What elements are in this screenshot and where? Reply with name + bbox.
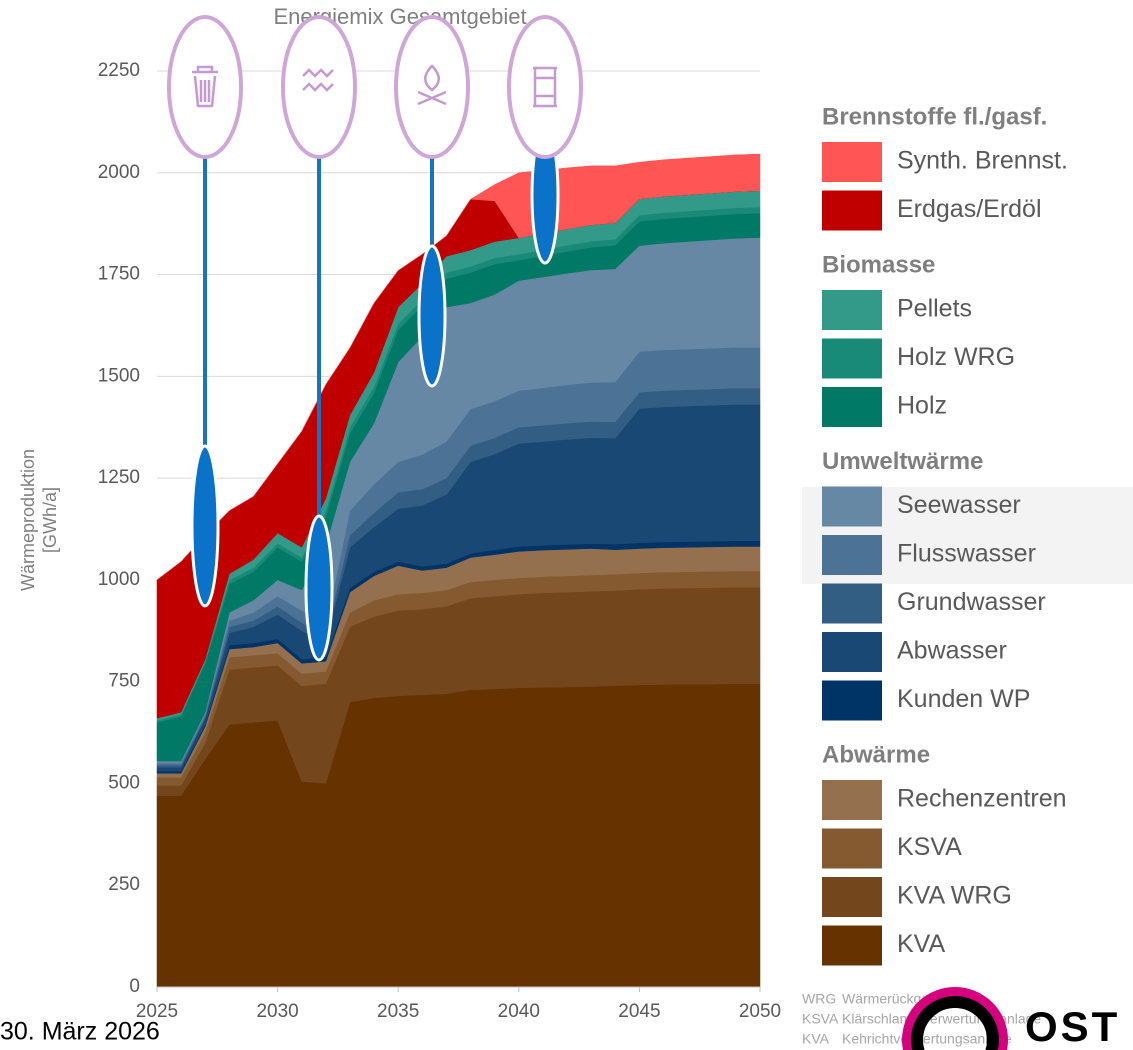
footnote-abbr: KSVA (802, 1011, 839, 1027)
plot (156, 70, 761, 992)
y-tick-label: 2000 (98, 162, 140, 183)
legend-label: KSVA (897, 833, 962, 861)
y-axis-label-line: Wärmeproduktion (18, 449, 38, 591)
y-axis-label-line: [GWh/a] (40, 487, 60, 553)
y-tick-label: 1000 (98, 569, 140, 590)
y-tick-label: 2250 (98, 60, 140, 81)
legend-label: Seewasser (897, 491, 1021, 519)
legend-group-title: Brennstoffe fl./gasf. (822, 103, 1047, 130)
legend-swatch (822, 877, 882, 917)
legend-swatch (822, 632, 882, 672)
y-tick-label: 0 (129, 976, 140, 997)
x-tick-label: 2050 (739, 1001, 781, 1022)
y-tick-label: 1250 (98, 467, 140, 488)
legend-swatch (822, 190, 882, 231)
pin-marker (190, 444, 220, 608)
legend-label: Erdgas/Erdöl (897, 195, 1042, 223)
legend-label: KVA (897, 930, 945, 958)
pin-heads (167, 15, 583, 159)
y-tick-label: 1750 (98, 264, 140, 285)
y-tick-label: 750 (108, 671, 140, 692)
icon-water (302, 68, 334, 92)
x-tick-label: 2025 (136, 1001, 178, 1022)
legend-swatch (822, 925, 882, 966)
legend-label: Kunden WP (897, 685, 1030, 713)
legend-swatch (822, 142, 882, 182)
pin-marker (304, 514, 334, 662)
legend-swatch (822, 387, 882, 427)
footnote-text: Kehrichtverwertungsanlage (842, 1031, 1012, 1047)
logo-ring-outer (902, 987, 1008, 1050)
legend-swatch (822, 583, 882, 624)
legend-swatch (822, 780, 882, 820)
x-tick-label: 2035 (377, 1001, 419, 1022)
legend-label: Synth. Brennst. (897, 147, 1068, 175)
logo: OST (902, 987, 1120, 1050)
legend-label: Abwasser (897, 637, 1007, 665)
pin-head (507, 15, 583, 159)
icon-barrel (533, 66, 557, 108)
annotation-pins (167, 15, 583, 662)
y-tick-label: 1500 (98, 365, 140, 386)
x-tick-label: 2045 (618, 1001, 660, 1022)
pin-head (394, 15, 470, 159)
area (156, 153, 761, 581)
pin-marker (417, 244, 447, 388)
legend-swatch (822, 486, 882, 527)
legend-label: Flusswasser (897, 540, 1036, 568)
legend-swatch (822, 535, 882, 575)
logo-text: OST (1025, 1003, 1120, 1050)
date: 30. März 2026 (0, 1018, 160, 1046)
pin-icons (192, 64, 557, 108)
x-tick-label: 2030 (256, 1001, 298, 1022)
legend-label: Holz (897, 392, 947, 420)
footnote-text: Klärschlammverwertungsanlage (842, 1011, 1041, 1027)
icon-trash (192, 65, 218, 108)
icon-fire (417, 64, 447, 106)
legend-label: Holz WRG (897, 343, 1015, 371)
legend-swatch (822, 828, 882, 869)
legend-label: Pellets (897, 295, 972, 323)
legend-label: Grundwasser (897, 588, 1046, 616)
legend-label: KVA WRG (897, 882, 1012, 910)
legend-swatch (822, 680, 882, 721)
legend-group-title: Umweltwärme (822, 448, 983, 475)
area (156, 683, 761, 988)
y-tick-label: 500 (108, 772, 140, 793)
x-tick-label: 2040 (498, 1001, 540, 1022)
footnote-abbr: WRG (802, 991, 836, 1007)
logo-ring (911, 996, 999, 1050)
legend-group-title: Abwärme (822, 741, 930, 768)
y-tick-label: 250 (108, 874, 140, 895)
footnote-abbr: KVA (802, 1031, 830, 1047)
legend: Brennstoffe fl./gasf. Synth. Brennst. Erdg… (822, 103, 1068, 966)
legend-swatch (822, 338, 882, 379)
pin-markers (190, 125, 560, 662)
y-axis-label: Wärmeproduktion [GWh/a] (18, 449, 60, 591)
legend-group-title: Biomasse (822, 251, 935, 278)
legend-swatch (822, 290, 882, 330)
legend-label: Rechenzentren (897, 785, 1067, 813)
